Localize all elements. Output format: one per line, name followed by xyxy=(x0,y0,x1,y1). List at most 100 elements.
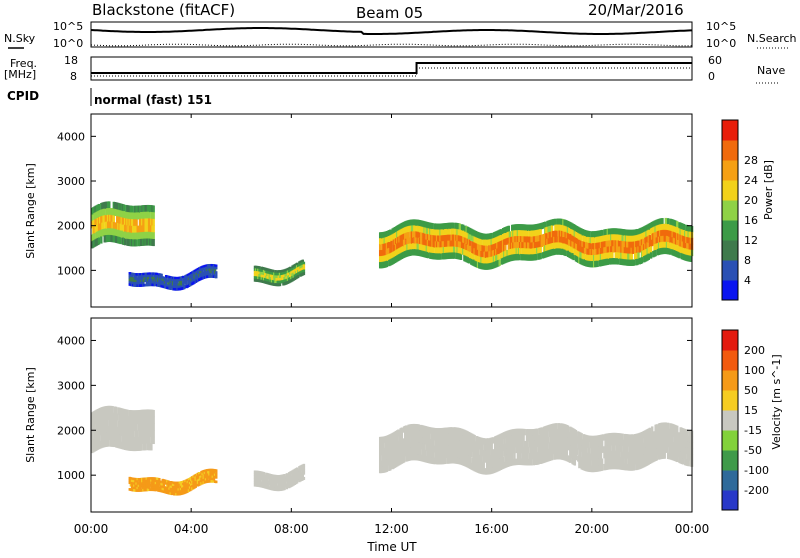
velocity-echo-cell xyxy=(602,446,604,452)
velocity-echo-cell xyxy=(473,435,475,441)
velocity-echo-cell xyxy=(513,447,515,453)
power-echo-cell xyxy=(453,246,455,252)
velocity-echo-cell xyxy=(115,407,117,414)
power-echo-cell xyxy=(380,238,382,244)
velocity-echo-cell xyxy=(477,449,479,455)
power-echo-cell xyxy=(561,243,563,249)
velocity-echo-cell xyxy=(152,417,154,424)
power-echo-cell xyxy=(272,270,274,273)
velocity-echo-cell xyxy=(432,452,434,458)
velocity-echo-cell xyxy=(591,454,593,460)
velocity-echo-cell xyxy=(613,445,615,451)
power-colorbar-tick-0: 4 xyxy=(744,274,751,287)
power-echo-cell xyxy=(650,252,652,258)
velocity-echo-cell xyxy=(676,456,678,462)
velocity-echo-field xyxy=(91,406,693,496)
velocity-echo-cell xyxy=(111,406,113,413)
beam-label: Beam 05 xyxy=(356,4,423,22)
power-echo-cell xyxy=(215,267,217,270)
power-echo-cell xyxy=(303,262,305,265)
power-echo-cell xyxy=(413,243,415,249)
power-echo-cell xyxy=(152,239,154,246)
velocity-echo-cell xyxy=(434,458,436,464)
power-echo-cell xyxy=(539,247,541,253)
power-echo-cell xyxy=(684,242,686,248)
power-colorbar-cell xyxy=(722,220,738,241)
power-echo-cell xyxy=(152,226,154,233)
power-colorbar-cell xyxy=(722,260,738,281)
power-echo-cell xyxy=(448,229,450,235)
velocity-echo-cell xyxy=(283,487,285,490)
power-echo-cell xyxy=(585,236,587,242)
power-echo-cell xyxy=(480,239,482,245)
velocity-echo-cell xyxy=(495,460,497,466)
velocity-echo-cell xyxy=(503,438,505,444)
freq-unit: [MHz] xyxy=(4,68,36,81)
velocity-echo-cell xyxy=(536,428,538,434)
velocity-echo-cell xyxy=(517,453,519,459)
velocity-echo-cell xyxy=(621,434,623,440)
power-echo-cell xyxy=(124,225,126,232)
power-colorbar-tick-6: 28 xyxy=(744,154,758,167)
velocity-echo-cell xyxy=(667,423,669,429)
velocity-echo-cell xyxy=(122,415,124,422)
power-echo-cell xyxy=(562,231,564,237)
power-echo-cell xyxy=(427,252,429,258)
velocity-echo-cell xyxy=(98,435,100,442)
velocity-echo-cell xyxy=(425,450,427,456)
power-echo-cell xyxy=(105,228,107,235)
power-echo-cell xyxy=(152,212,154,219)
nsky-label: N.Sky xyxy=(4,32,36,45)
power-echo-cell xyxy=(486,246,488,252)
freq-tick-top: 18 xyxy=(64,54,78,67)
velocity-echo-cell xyxy=(286,486,288,489)
power-echo-cell xyxy=(667,218,669,224)
power-echo-cell xyxy=(528,231,530,237)
power-echo-cell xyxy=(554,219,556,225)
power-echo-cell xyxy=(274,270,276,273)
power-echo-cell xyxy=(539,229,541,235)
velocity-echo-cell xyxy=(501,451,503,457)
station-title: Blackstone (fitACF) xyxy=(92,1,235,19)
power-echo-cell xyxy=(621,235,623,241)
velocity-echo-cell xyxy=(684,453,686,459)
power-echo-cell xyxy=(448,235,450,241)
velocity-echo-cell xyxy=(379,455,381,461)
power-colorbar-tick-2: 12 xyxy=(744,234,758,247)
power-ytick-label-2: 3000 xyxy=(57,175,85,188)
freq-trace xyxy=(91,63,692,73)
power-echo-cell xyxy=(588,231,590,237)
velocity-echo-cell xyxy=(665,422,667,428)
power-echo-cell xyxy=(535,254,537,260)
cpid-label: CPID xyxy=(7,89,39,103)
nave-tick-top: 60 xyxy=(708,54,722,67)
velocity-echo-cell xyxy=(488,450,490,456)
velocity-echo-cell xyxy=(116,414,118,421)
power-echo-cell xyxy=(452,223,454,229)
noise-traces xyxy=(91,28,692,46)
power-echo-cell xyxy=(121,224,123,231)
velocity-echo-cell xyxy=(609,445,611,451)
power-echo-cell xyxy=(135,219,137,226)
power-echo-cell xyxy=(469,246,471,252)
power-echo-cell xyxy=(669,248,671,254)
velocity-echo-cell xyxy=(126,410,128,417)
power-colorbar-cell xyxy=(722,120,738,141)
power-echo-cell xyxy=(148,212,150,219)
velocity-echo-cell xyxy=(405,425,407,431)
date-label: 20/Mar/2016 xyxy=(588,1,684,19)
power-echo-cell xyxy=(411,237,413,243)
velocity-echo-cell xyxy=(558,447,560,453)
power-echo-cell xyxy=(545,233,547,239)
velocity-echo-cell xyxy=(107,440,109,447)
power-colorbar-label: Power [dB] xyxy=(762,160,775,220)
power-echo-cell xyxy=(596,261,598,267)
velocity-echo-cell xyxy=(215,476,217,479)
velocity-echo-cell xyxy=(303,477,305,480)
velocity-echo-cell xyxy=(567,425,569,431)
power-echo-cell xyxy=(554,237,556,243)
velocity-echo-cell xyxy=(492,437,494,443)
velocity-echo-cell xyxy=(409,436,411,442)
velocity-echo-cell xyxy=(135,424,137,431)
